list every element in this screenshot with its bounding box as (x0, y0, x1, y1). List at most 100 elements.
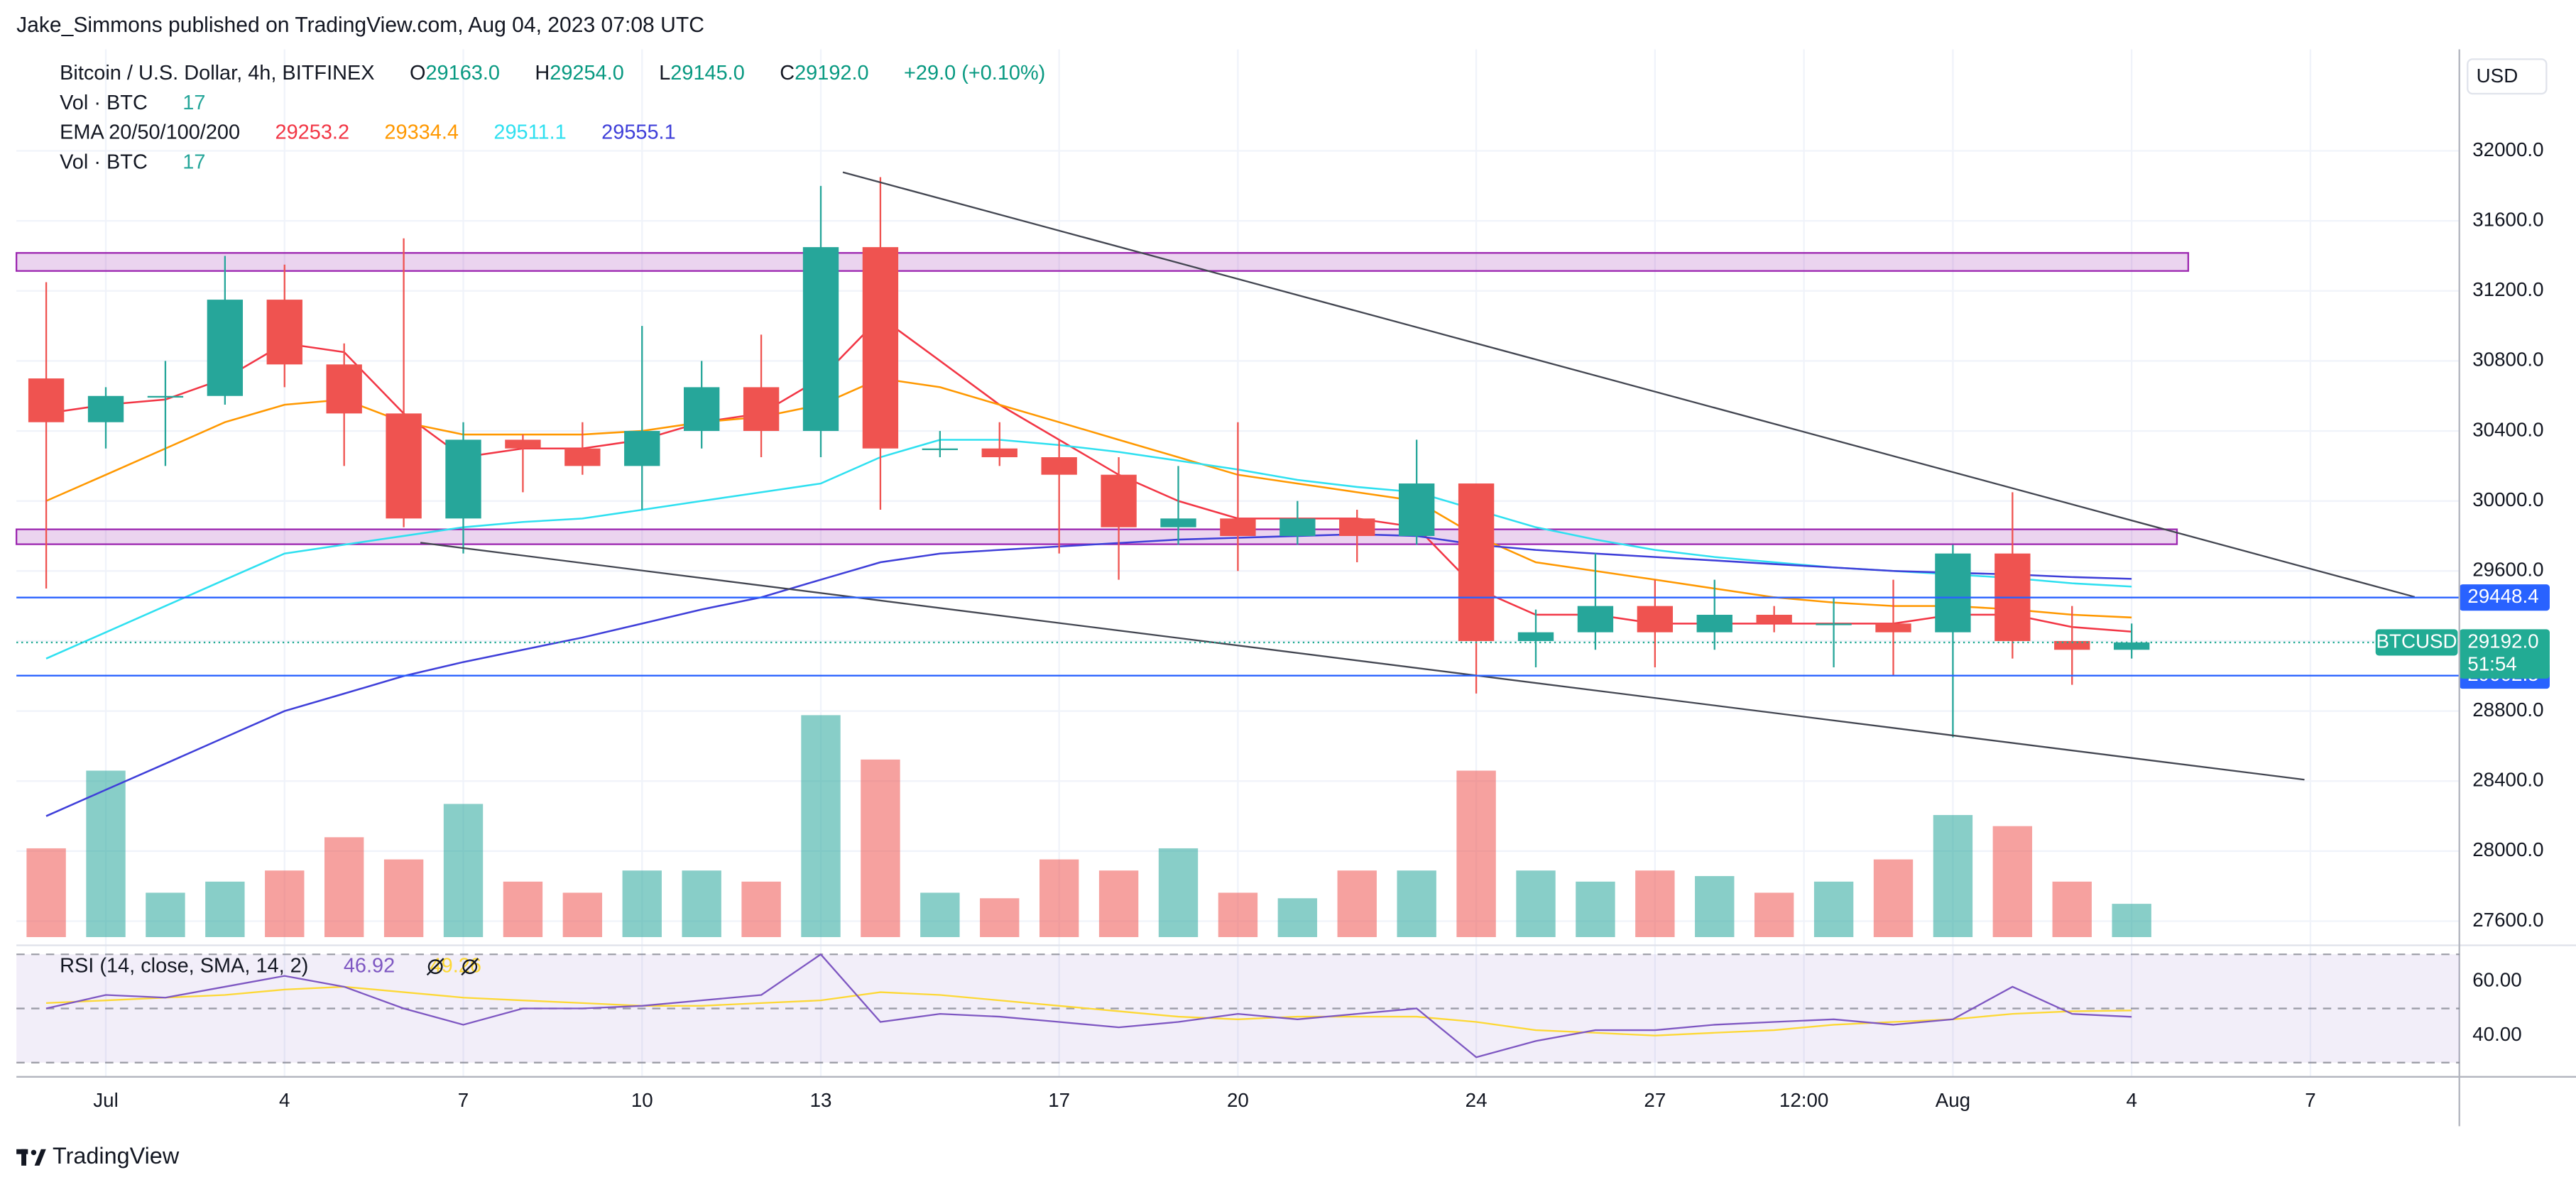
y-tick-label: 31600.0 (2472, 208, 2543, 230)
rsi-tick-label: 60.00 (2472, 969, 2521, 991)
change: +29.0 (+0.10%) (904, 62, 1045, 84)
candle-body (1160, 518, 1196, 527)
volume-bar (980, 898, 1020, 937)
candle-body (1875, 623, 1911, 633)
legend-line: Vol · BTC 17 (31, 92, 223, 114)
x-tick-label: 7 (2305, 1089, 2315, 1111)
x-tick-label: 13 (810, 1089, 832, 1111)
icon (461, 958, 479, 976)
volume-bar (503, 881, 543, 937)
volume-bar (146, 892, 185, 937)
volume-bar (1873, 859, 1914, 937)
button-label[interactable]: USD (2477, 65, 2518, 87)
y-tick-label: 28400.0 (2472, 769, 2543, 791)
candle-body (87, 395, 124, 422)
volume-bar (1218, 892, 1258, 937)
candle-body (1756, 614, 1792, 624)
candle-body (981, 448, 1017, 458)
zone (15, 528, 2178, 545)
price-label: 29448.4 (2467, 585, 2538, 607)
candle-body (386, 413, 422, 519)
ema-value: 29334.4 (384, 121, 459, 143)
volume-bar (1635, 870, 1675, 937)
volume-bar (1933, 815, 1973, 937)
y-tick-label: 30000.0 (2472, 488, 2543, 510)
ema-line (45, 316, 2132, 633)
x-tick-label: Jul (93, 1089, 118, 1111)
footer-logo (16, 1149, 46, 1166)
volume-bar (1516, 870, 1556, 937)
volume-value: 17 (182, 92, 205, 114)
volume-bar (1695, 876, 1735, 937)
x-tick-label: 20 (1227, 1089, 1249, 1111)
y-tick-label: 31200.0 (2472, 278, 2543, 300)
ohlc-label: O (410, 62, 425, 84)
candle-body (564, 448, 601, 466)
ema-line (45, 533, 2132, 817)
candle-body (1101, 474, 1137, 527)
volume-bar (1337, 870, 1377, 937)
candle-body (2114, 642, 2150, 650)
candle-body (1399, 483, 1435, 537)
y-tick-label: 32000.0 (2472, 138, 2543, 160)
legend-line: Bitcoin / U.S. Dollar, 4h, BITFINEX O291… (31, 62, 1062, 84)
volume-bar (1992, 826, 2033, 937)
volume-bar (26, 848, 66, 937)
y-tick-label: 30400.0 (2472, 418, 2543, 440)
y-tick-label: 28000.0 (2472, 838, 2543, 860)
volume-label: Vol · BTC (60, 151, 148, 173)
logo-part (34, 1149, 46, 1166)
hidden-icons (426, 958, 479, 976)
x-tick-label: 12:00 (1779, 1089, 1828, 1111)
logo-part (21, 1149, 27, 1166)
ohlc-label: C (780, 62, 795, 84)
plot-area: Jul 4 7 10 13 17 20 24 27 Aug 4 7 12:00 27600.0 28000.… (15, 49, 2576, 1127)
symbol: Bitcoin / U.S. Dollar, 4h, BITFINEX (60, 62, 374, 84)
candle-body (1696, 614, 1732, 633)
last-price-label: 29192.0 (2467, 630, 2538, 652)
candle-body (862, 247, 899, 449)
candle-body (445, 439, 481, 519)
volume-bar (562, 892, 603, 937)
button-frame[interactable] (2467, 58, 2548, 95)
y-tick-label: 30800.0 (2472, 349, 2543, 371)
icon (427, 959, 443, 975)
icon (462, 959, 478, 975)
ema-line (45, 439, 2132, 660)
candle-body (922, 448, 959, 451)
currency-button[interactable]: USD (2467, 58, 2548, 95)
volume-bar (1098, 870, 1139, 937)
volume-bar (2112, 904, 2151, 937)
candle-body (1279, 518, 1316, 537)
volume-bar (383, 859, 424, 937)
volume-bar (1039, 859, 1079, 937)
volume-label: Vol · BTC (60, 92, 148, 114)
ohlc-value: 29163.0 (425, 62, 500, 84)
icon (426, 958, 444, 976)
candle-body (1816, 623, 1852, 625)
footer: TradingView (53, 1143, 180, 1169)
candle-body (28, 378, 65, 422)
header: Jake_Simmons published on TradingView.co… (16, 13, 704, 37)
volume-bar (801, 715, 841, 937)
candle-body (1339, 518, 1375, 537)
y-tick-label: 28800.0 (2472, 699, 2543, 721)
volume-bar (741, 881, 781, 937)
symbol-label: BTCUSD (2376, 630, 2457, 652)
x-tick-label: 27 (1644, 1089, 1666, 1111)
countdown: 51:54 (2467, 653, 2516, 675)
volume-bar (920, 892, 960, 937)
volume-bar (1754, 892, 1794, 937)
candle-body (1220, 518, 1256, 537)
trendline (842, 171, 2416, 598)
x-tick-label: 10 (631, 1089, 653, 1111)
legend-line: Vol · BTC 17 (31, 151, 223, 173)
ema-label: EMA 20/50/100/200 (60, 121, 240, 143)
ohlc-value: 29192.0 (795, 62, 869, 84)
volume-value: 17 (182, 151, 205, 173)
volume-bar (205, 881, 245, 937)
candle-body (1577, 606, 1614, 633)
volume-bar (265, 870, 305, 937)
